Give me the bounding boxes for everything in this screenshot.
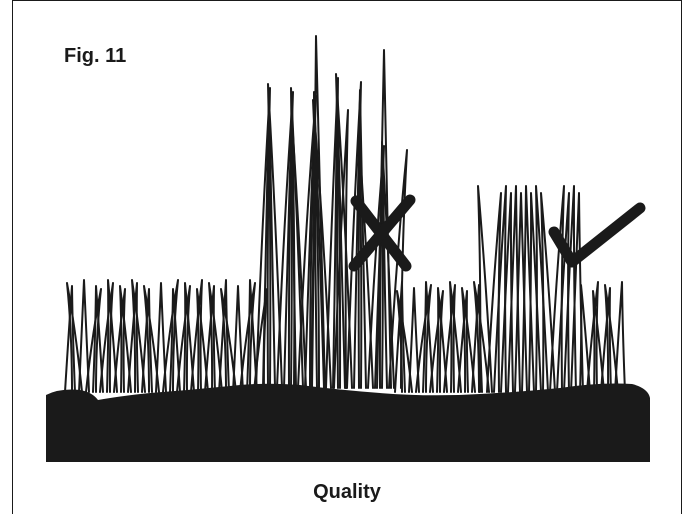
grass-blade: [162, 279, 179, 393]
grass-blade: [507, 185, 521, 393]
grass-blade: [92, 285, 104, 393]
grass-blade: [239, 282, 256, 393]
grass-blade: [267, 83, 283, 389]
cross-mark-icon: [348, 194, 416, 272]
grass-blade: [310, 35, 326, 389]
grass-blade: [85, 288, 102, 393]
grass-blade: [143, 285, 160, 393]
grass-blade: [276, 91, 294, 389]
grass-blade: [528, 192, 542, 393]
grass-blade: [353, 89, 367, 389]
grass-blade: [78, 279, 90, 393]
grass-blade: [312, 99, 332, 389]
grass-blade: [127, 282, 139, 393]
grass-blade: [563, 185, 577, 393]
grass-blade: [155, 282, 167, 393]
grass-blade: [176, 285, 191, 393]
grass-blade: [358, 137, 374, 389]
grass-blade: [367, 145, 385, 389]
grass-blade: [486, 192, 502, 393]
grass-blade: [325, 77, 339, 389]
grass-blade: [415, 284, 432, 393]
grass-blade: [436, 287, 448, 393]
grass-blade: [190, 279, 203, 393]
grass-blade: [473, 281, 490, 393]
grass-blade: [113, 288, 126, 393]
grass-blade: [500, 192, 514, 393]
grass-blade: [429, 290, 444, 393]
check-mark-icon: [548, 202, 646, 268]
grass-blade: [141, 288, 153, 393]
grass-blade: [535, 185, 549, 393]
grass-blade: [119, 285, 132, 393]
grass-blade: [246, 279, 258, 393]
grass-blade: [477, 185, 493, 393]
grass-blade: [396, 290, 413, 393]
grass-blades: [64, 35, 626, 393]
grass-blade: [333, 109, 349, 389]
figure-frame: [12, 0, 682, 514]
grass-blade: [376, 49, 392, 389]
grass-blade: [556, 192, 570, 393]
grass-blade: [449, 281, 462, 393]
grass-blade: [169, 288, 181, 393]
grass-blade: [196, 288, 209, 393]
grass-blade: [422, 281, 434, 393]
grass-blade: [586, 281, 599, 393]
grass-blade: [64, 285, 76, 393]
grass-blade: [131, 279, 146, 393]
grass-blade: [457, 290, 469, 393]
grass-blade: [346, 81, 362, 389]
grass-blade: [614, 281, 626, 393]
grass-blade: [592, 290, 605, 393]
grass-blade: [208, 282, 223, 393]
grass-blade: [204, 285, 216, 393]
soil-layer: [46, 383, 650, 462]
grass-blade: [443, 284, 456, 393]
grass-blade: [521, 185, 535, 393]
grass-blade: [220, 288, 237, 393]
grass-blade: [335, 73, 353, 389]
grass-blade: [600, 287, 612, 393]
grass-blade: [394, 281, 406, 393]
grass-blade: [106, 279, 118, 393]
grass-blade: [540, 192, 556, 393]
grass-blade: [232, 285, 244, 393]
figure-caption: Quality: [313, 481, 381, 503]
grass-blade: [604, 284, 619, 393]
figure-label: Fig. 11: [64, 45, 127, 67]
grass-blade: [408, 287, 420, 393]
grass-blade: [218, 279, 230, 393]
grass-blade: [183, 282, 195, 393]
grass-blade: [461, 287, 476, 393]
grass-blade: [291, 119, 307, 389]
grass-blade: [514, 192, 528, 393]
grass-blade: [493, 185, 507, 393]
grass-blade: [549, 185, 565, 393]
grass-blade: [579, 284, 591, 393]
grass-blade: [290, 87, 304, 389]
grass-blade: [66, 282, 83, 393]
grass-blade: [255, 87, 271, 389]
grass-blade: [99, 282, 114, 393]
